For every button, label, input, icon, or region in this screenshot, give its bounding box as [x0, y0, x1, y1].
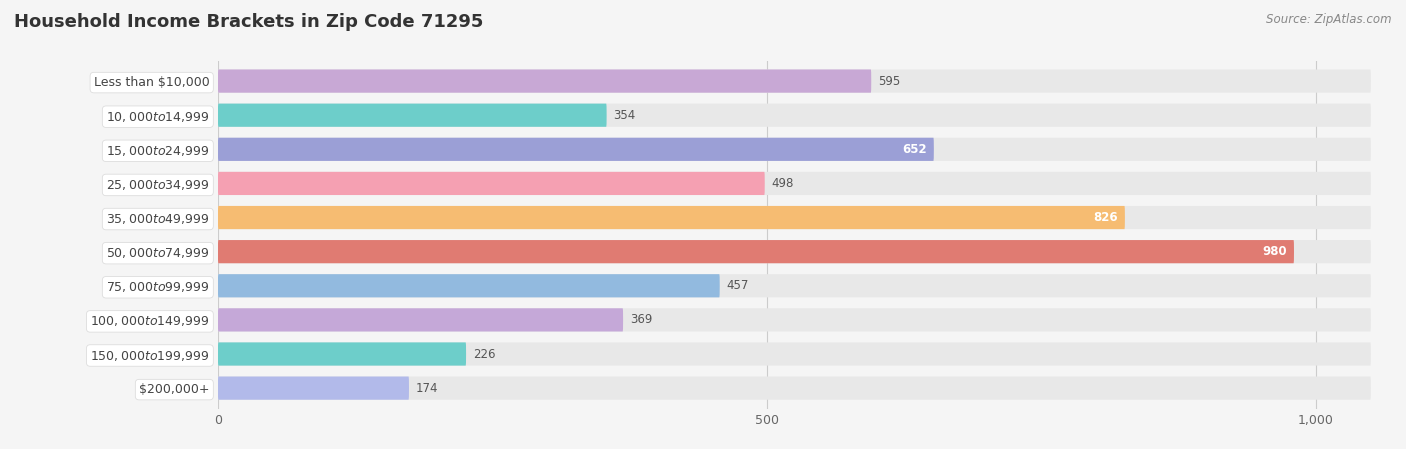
FancyBboxPatch shape	[218, 240, 1371, 263]
FancyBboxPatch shape	[218, 172, 1371, 195]
FancyBboxPatch shape	[218, 104, 606, 127]
Text: 826: 826	[1094, 211, 1118, 224]
Text: 652: 652	[903, 143, 927, 156]
Text: 226: 226	[472, 348, 495, 361]
FancyBboxPatch shape	[218, 70, 872, 92]
Text: 354: 354	[613, 109, 636, 122]
FancyBboxPatch shape	[218, 274, 1371, 297]
Text: 369: 369	[630, 313, 652, 326]
FancyBboxPatch shape	[218, 343, 1371, 365]
Text: Source: ZipAtlas.com: Source: ZipAtlas.com	[1267, 13, 1392, 26]
FancyBboxPatch shape	[218, 206, 1125, 229]
FancyBboxPatch shape	[218, 343, 465, 365]
FancyBboxPatch shape	[218, 308, 623, 331]
FancyBboxPatch shape	[218, 274, 720, 297]
FancyBboxPatch shape	[218, 138, 1371, 161]
FancyBboxPatch shape	[218, 377, 409, 400]
Text: 595: 595	[877, 75, 900, 88]
FancyBboxPatch shape	[218, 206, 1371, 229]
FancyBboxPatch shape	[218, 172, 765, 195]
Text: 980: 980	[1263, 245, 1288, 258]
Text: 174: 174	[416, 382, 439, 395]
FancyBboxPatch shape	[218, 308, 1371, 331]
Text: Household Income Brackets in Zip Code 71295: Household Income Brackets in Zip Code 71…	[14, 13, 484, 31]
FancyBboxPatch shape	[218, 138, 934, 161]
FancyBboxPatch shape	[218, 377, 1371, 400]
Text: 498: 498	[772, 177, 794, 190]
FancyBboxPatch shape	[218, 240, 1294, 263]
FancyBboxPatch shape	[218, 70, 1371, 92]
Text: 457: 457	[727, 279, 748, 292]
FancyBboxPatch shape	[218, 104, 1371, 127]
